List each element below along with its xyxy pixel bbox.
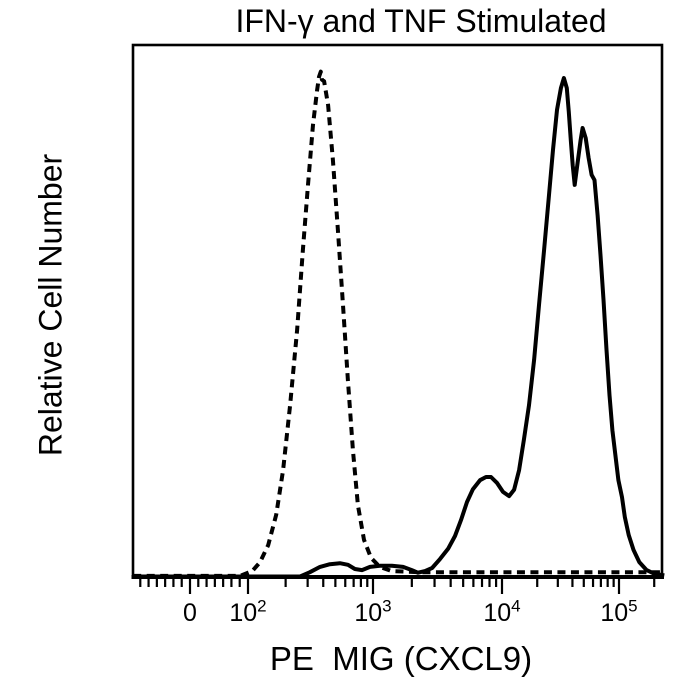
plot-border <box>131 43 664 579</box>
x-axis-ticks <box>139 579 656 594</box>
dashed-curve <box>133 69 664 578</box>
solid-curve <box>133 76 665 579</box>
x-axis-label: PE MIG (CXCL9) <box>269 640 533 677</box>
chart-title: IFN-γ and TNF Stimulated <box>235 3 607 39</box>
